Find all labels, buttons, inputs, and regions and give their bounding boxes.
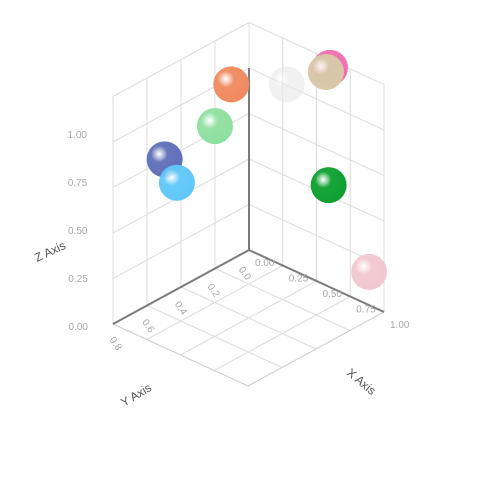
data-point-5[interactable] — [310, 167, 347, 204]
ywall-grid-h-5 — [112, 22, 250, 97]
data-point-4[interactable] — [196, 108, 233, 145]
z-tick-label-2: 0.50 — [68, 226, 88, 237]
y-axis-line — [112, 249, 250, 325]
y-tick-label-0: 0.0 — [236, 265, 253, 283]
floor-grid-y-2 — [180, 286, 317, 350]
x-axis-title: X Axis — [344, 366, 379, 398]
points-layer — [146, 49, 388, 290]
data-point-8[interactable] — [351, 253, 388, 290]
z-tick-label-3: 0.75 — [68, 178, 88, 189]
x-tick-label-1: 0.25 — [289, 274, 309, 285]
floor-grid-x-3 — [214, 296, 351, 371]
floor-frame-edge-1 — [112, 323, 249, 387]
y-tick-label-3: 0.6 — [139, 317, 156, 335]
xwall-grid-h-3 — [248, 113, 385, 176]
z-tick-label-1: 0.25 — [68, 274, 88, 285]
z-axis-title: Z Axis — [32, 238, 68, 264]
y-tick-label-1: 0.2 — [205, 282, 222, 300]
z-tick-label-0: 0.00 — [69, 322, 89, 333]
axes-layer — [112, 68, 385, 325]
floor-grid-y-3 — [146, 305, 283, 368]
x-axis-line — [248, 249, 385, 313]
ywall-grid-h-1 — [112, 204, 250, 279]
y-tick-label-4: 0.8 — [107, 335, 124, 353]
x-tick-label-4: 1.00 — [390, 320, 410, 331]
x-tick-label-2: 0.50 — [323, 289, 343, 300]
data-point-1[interactable] — [268, 66, 305, 103]
x-tick-label-3: 0.75 — [356, 305, 376, 316]
data-point-2[interactable] — [307, 53, 344, 90]
y-axis-title: Y Axis — [118, 381, 154, 410]
y-tick-label-2: 0.4 — [172, 300, 189, 318]
xwall-grid-h-5 — [248, 22, 385, 85]
floor-frame-edge-0 — [247, 311, 385, 387]
data-point-7[interactable] — [158, 164, 195, 201]
x-tick-label-0: 0.00 — [255, 258, 275, 269]
data-point-0[interactable] — [213, 66, 250, 103]
z-tick-label-4: 1.00 — [68, 130, 88, 141]
